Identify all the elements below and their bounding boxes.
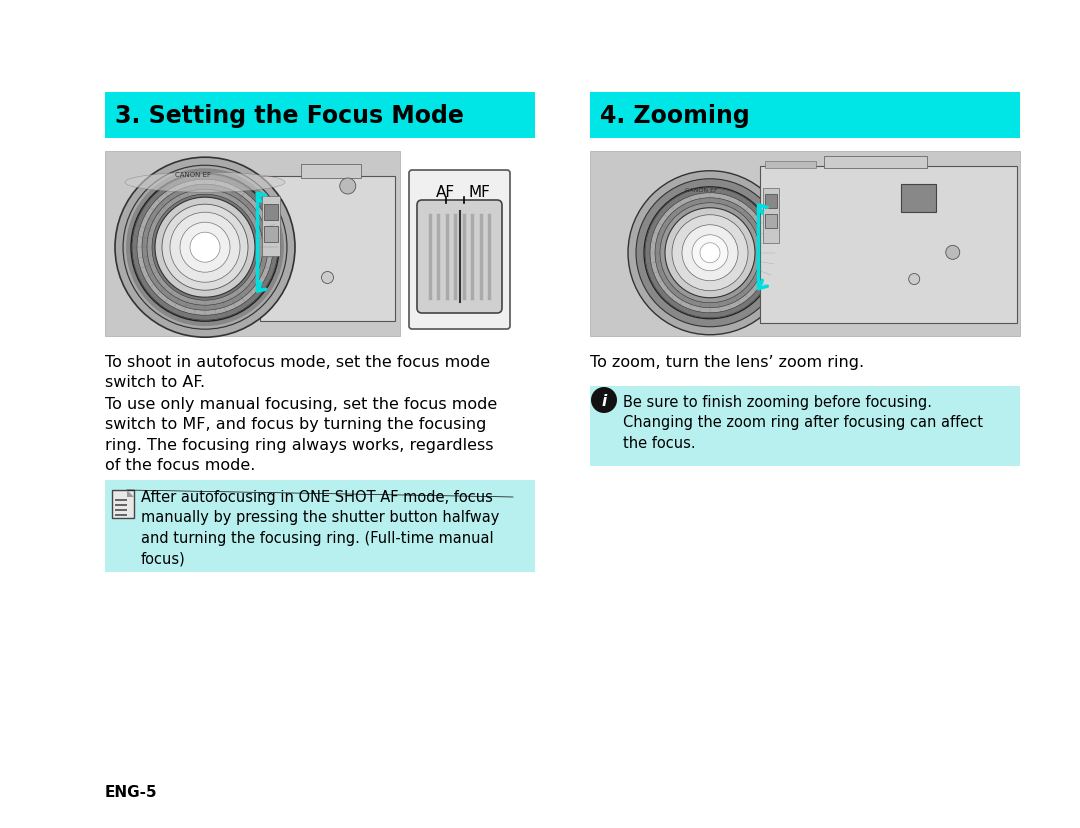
Circle shape [700, 243, 720, 263]
Bar [264, 227, 278, 243]
Circle shape [650, 194, 770, 313]
Circle shape [147, 190, 264, 306]
Circle shape [672, 215, 748, 291]
Circle shape [681, 225, 738, 282]
Bar [105, 152, 400, 337]
Circle shape [162, 205, 248, 291]
Bar [300, 165, 361, 179]
Bar [762, 189, 779, 243]
Text: CANON EF: CANON EF [175, 172, 211, 178]
Text: ENG-5: ENG-5 [105, 784, 158, 799]
Circle shape [114, 158, 295, 338]
Circle shape [156, 198, 255, 298]
Circle shape [322, 272, 334, 284]
Bar [765, 214, 777, 229]
Bar [765, 161, 816, 169]
FancyBboxPatch shape [417, 200, 502, 314]
Bar [260, 177, 395, 321]
Bar [760, 166, 1017, 324]
Bar [105, 93, 535, 139]
Bar [114, 504, 127, 506]
Circle shape [141, 185, 268, 310]
Bar [590, 152, 1020, 337]
Circle shape [131, 174, 279, 322]
Circle shape [645, 189, 775, 318]
Circle shape [636, 180, 784, 327]
Circle shape [591, 388, 617, 413]
Text: To use only manual focusing, set the focus mode
switch to MF, and focus by turni: To use only manual focusing, set the foc… [105, 397, 497, 473]
Bar [112, 490, 134, 518]
FancyBboxPatch shape [409, 171, 510, 330]
Bar [114, 499, 127, 501]
Circle shape [123, 166, 287, 330]
Text: To shoot in autofocus mode, set the focus mode
switch to AF.: To shoot in autofocus mode, set the focu… [105, 354, 490, 390]
Bar [765, 195, 777, 209]
Circle shape [654, 199, 765, 308]
Circle shape [627, 171, 792, 335]
Circle shape [946, 246, 960, 260]
Circle shape [132, 175, 278, 320]
Circle shape [908, 274, 920, 285]
Bar [264, 205, 278, 221]
Bar [824, 156, 927, 169]
Polygon shape [127, 490, 134, 498]
Circle shape [137, 180, 273, 315]
Circle shape [644, 187, 777, 320]
Text: CANON EF: CANON EF [685, 188, 717, 193]
Circle shape [665, 209, 755, 298]
Circle shape [660, 204, 760, 303]
Circle shape [692, 235, 728, 272]
Text: MF: MF [469, 185, 490, 200]
Circle shape [190, 233, 220, 262]
Text: i: i [602, 394, 607, 409]
Text: AF: AF [436, 185, 455, 200]
Circle shape [152, 195, 258, 301]
Bar [114, 514, 127, 516]
Text: 3. Setting the Focus Mode: 3. Setting the Focus Mode [114, 104, 464, 128]
Circle shape [170, 213, 240, 283]
Text: 4. Zooming: 4. Zooming [600, 104, 750, 128]
Bar [105, 480, 535, 572]
Text: After autofocusing in ONE SHOT AF mode, focus
manually by pressing the shutter b: After autofocusing in ONE SHOT AF mode, … [141, 489, 499, 566]
Bar [902, 185, 936, 213]
Text: Be sure to finish zooming before focusing.
Changing the zoom ring after focusing: Be sure to finish zooming before focusin… [623, 394, 983, 450]
Bar [590, 387, 1020, 466]
Circle shape [340, 179, 355, 195]
Bar [262, 197, 280, 257]
Ellipse shape [125, 173, 285, 193]
Text: To zoom, turn the lens’ zoom ring.: To zoom, turn the lens’ zoom ring. [590, 354, 864, 369]
Bar [590, 93, 1020, 139]
Circle shape [180, 223, 230, 273]
Bar [114, 509, 127, 511]
